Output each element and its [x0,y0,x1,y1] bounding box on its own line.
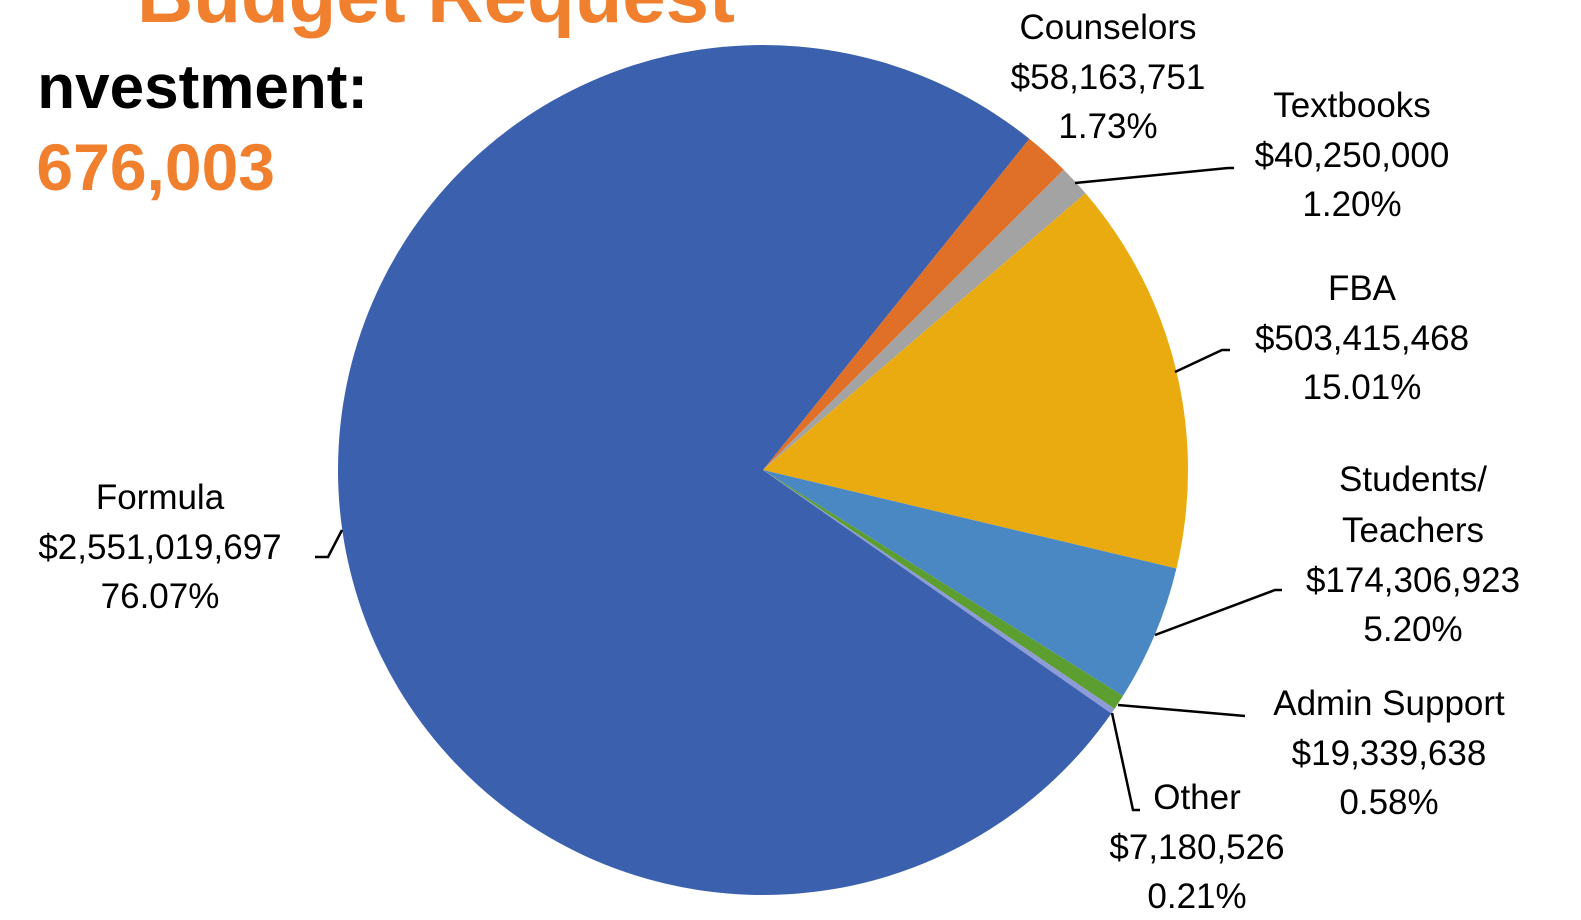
value-label: $7,180,526 [1109,828,1284,867]
percent-label: 0.21% [1147,877,1246,916]
percent-label: 15.01% [1303,368,1422,407]
percent-label: 76.07% [101,577,220,616]
slice-label: Students/Teachers [1339,460,1487,550]
value-label: $58,163,751 [1011,58,1206,97]
leader-line [1154,588,1282,637]
percent-label: 0.58% [1339,783,1438,822]
value-label: $174,306,923 [1306,561,1520,600]
slice-label: Admin Support [1273,684,1505,723]
slice-label: Textbooks [1273,86,1431,125]
leader-line [315,529,344,559]
pie-slice [763,138,1064,470]
pie-slice [763,470,1115,714]
value-label: $19,339,638 [1292,734,1487,773]
leader-line [1110,712,1140,812]
leader-line [1174,348,1230,374]
percent-label: 5.20% [1363,610,1462,649]
total-label: 676,003 [36,130,275,204]
slice-label: Counselors [1019,8,1196,47]
leader-line [1117,703,1246,718]
pie-slice [337,44,1112,896]
value-label: $503,415,468 [1255,319,1469,358]
pie-slice [763,169,1086,470]
pie-slice [763,470,1177,696]
slice-label: Other [1153,778,1241,817]
chart-subtitle: nvestment: [37,53,368,122]
percent-label: 1.73% [1058,107,1157,146]
pie-slice [763,470,1123,709]
value-label: $40,250,000 [1255,136,1450,175]
leader-line [1074,166,1234,185]
percent-label: 1.20% [1302,185,1401,224]
slice-label: FBA [1328,269,1397,308]
pie-slice [763,193,1188,569]
slice-label: Formula [96,478,225,517]
value-label: $2,551,019,697 [38,528,281,567]
chart-title: Budget Request [137,0,735,39]
